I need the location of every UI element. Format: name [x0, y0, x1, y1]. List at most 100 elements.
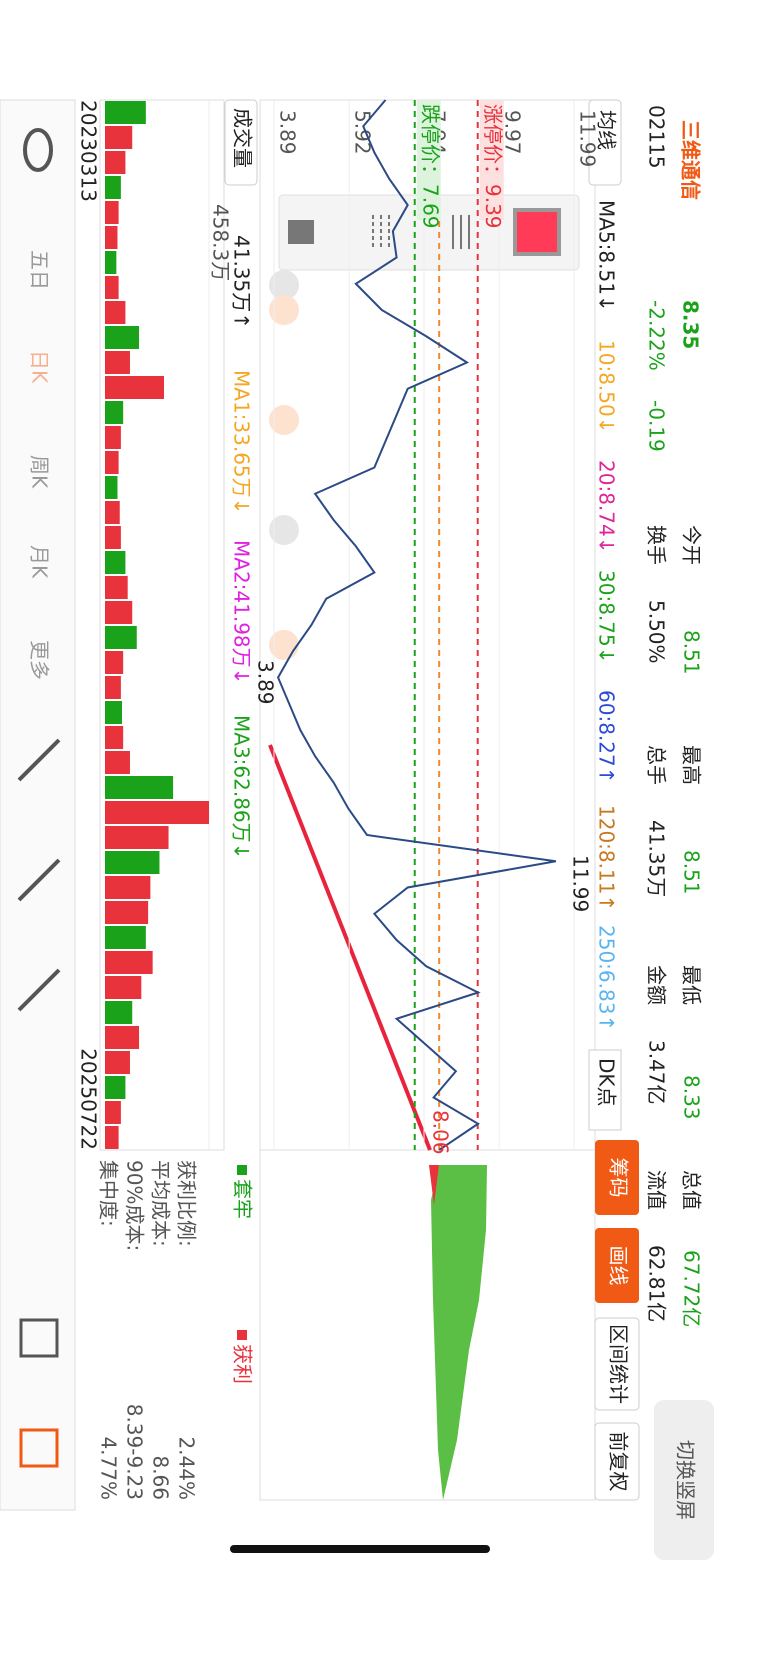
dk-button[interactable] [588, 1049, 622, 1131]
ma-item: 120:8.11↑ [595, 805, 619, 911]
date-end: 20250722 [77, 1048, 101, 1150]
volume-item: MA3:62.86万↓ [230, 715, 254, 859]
stat-value: 62.81亿 [645, 1245, 669, 1322]
volume-bar [105, 126, 133, 149]
volume-bar [105, 1126, 119, 1149]
chip-tab[interactable] [595, 1228, 639, 1303]
limit-down-label: 跌停价：7.69 [418, 104, 442, 229]
chip-tab-label: 前复权 [607, 1432, 631, 1492]
volume-bar [104, 301, 126, 324]
chip-stat-value: 8.39-9.23 [123, 1404, 147, 1500]
volume-bar [104, 151, 126, 174]
volume-bar [104, 426, 121, 449]
volume-bar [104, 1101, 121, 1124]
price-line [276, 99, 557, 1151]
zoom-in[interactable] [269, 295, 299, 325]
limit-up-box [479, 100, 504, 220]
volume-button[interactable] [224, 99, 258, 186]
home-indicator [230, 1545, 490, 1553]
zoom-out[interactable] [269, 270, 299, 300]
stat-value: 41.35万 [645, 820, 669, 897]
volume-bar [105, 651, 124, 674]
chip-tab[interactable] [594, 1422, 640, 1501]
volume-bar [104, 1026, 140, 1049]
toolbar-item[interactable]: 月K [28, 545, 52, 579]
volume-bar [104, 526, 121, 549]
toolbar-item[interactable]: 五日 [28, 250, 52, 290]
line-dash[interactable] [372, 215, 390, 249]
volume-bar [105, 876, 151, 899]
ma-item: 20:8.74↓ [595, 460, 619, 553]
toolbar [0, 99, 76, 1511]
volume-bar [105, 801, 209, 824]
stat-label: 金额 [645, 965, 669, 1005]
volume-bar [105, 201, 119, 224]
chip-stat-value: 8.66 [149, 1455, 173, 1500]
volume-bar [105, 1001, 133, 1024]
tool-icons[interactable] [17, 738, 61, 1012]
chip-tab[interactable] [595, 1140, 639, 1215]
volume-bar [105, 726, 124, 749]
volume-bar [104, 476, 118, 499]
volume-bar [104, 701, 123, 724]
volume-bar [105, 451, 119, 474]
ma-item: MA5:8.51↓ [595, 200, 619, 312]
volume-bar [105, 926, 146, 949]
y-tick-label: 9.97 [501, 110, 525, 155]
volume-bar [104, 226, 118, 249]
move-left[interactable] [269, 405, 299, 435]
stat-value: 8.33 [680, 1075, 704, 1120]
rect-tool[interactable] [19, 1318, 59, 1358]
chip-tab[interactable] [594, 1317, 640, 1411]
stock-code: 02115 [645, 105, 669, 169]
chip-stat-label: 90%成本: [123, 1160, 147, 1251]
volume-tick-label: 458.3万 [209, 204, 233, 281]
ma-button[interactable] [588, 99, 622, 186]
chip-profit [429, 1165, 439, 1205]
chip-stat-label: 平均成本: [149, 1160, 173, 1247]
legend-label: 套牢 [231, 1179, 255, 1219]
move-right[interactable] [269, 515, 299, 545]
toolbar-item[interactable]: 周K [28, 455, 52, 489]
change-amount: -0.19 [645, 400, 669, 452]
arrow-tool[interactable] [19, 1428, 59, 1468]
switch-label: 切换竖屏 [674, 1440, 698, 1520]
chip-stat-value: 2.44% [175, 1436, 199, 1500]
line-style[interactable] [452, 215, 470, 249]
stat-label: 最高 [680, 745, 704, 785]
volume-bar [105, 276, 119, 299]
legend-label: 获利 [231, 1344, 255, 1384]
legend-swatch [237, 1165, 247, 1175]
chip-stat-label: 集中度: [97, 1160, 121, 1227]
volume-bar [104, 251, 117, 274]
volume-bar [104, 1076, 126, 1099]
color-button[interactable] [513, 208, 561, 256]
chip-tab-label: 画线 [607, 1246, 631, 1286]
zoom-buttons [269, 270, 299, 660]
volume-bar [104, 901, 149, 924]
volume-bar [105, 401, 124, 424]
switch-button[interactable] [654, 1400, 714, 1560]
stat-label: 今开 [680, 525, 704, 565]
chip-tab-label: 筹码 [607, 1158, 631, 1198]
volume-bar [104, 1051, 130, 1074]
low-annotation: 3.89 [254, 660, 278, 705]
eye-icon[interactable] [23, 128, 53, 172]
volume-bar [105, 826, 169, 849]
toolbar-item[interactable]: 日K [28, 350, 52, 384]
chip-area [431, 1165, 487, 1500]
ma-button-label: 均线 [595, 110, 619, 150]
stat-label: 流值 [645, 1170, 669, 1210]
volume-bar [105, 101, 146, 124]
volume-bar [105, 576, 128, 599]
volume-frame [99, 99, 225, 1151]
last-annotation: 8.06 [429, 1110, 453, 1155]
ma-item: 10:8.50↓ [595, 340, 619, 433]
toolbar-item[interactable]: 更多 [28, 640, 52, 680]
delete-button[interactable] [288, 220, 314, 244]
volume-bar [105, 501, 120, 524]
